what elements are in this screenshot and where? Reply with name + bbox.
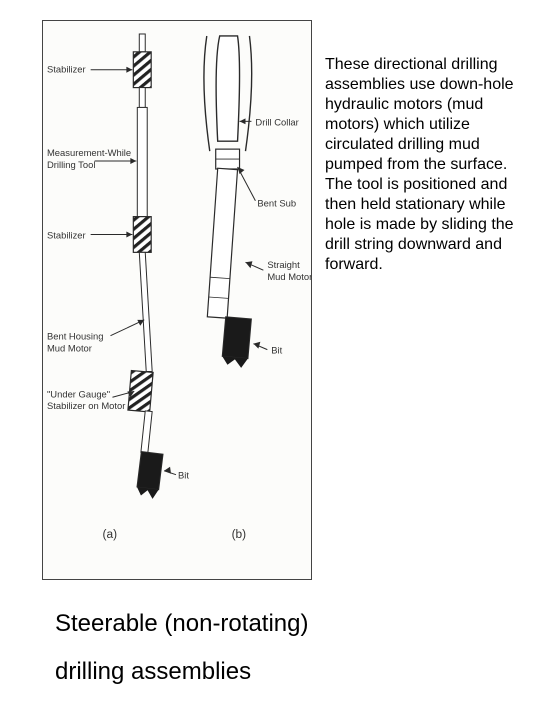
label-straight-1: Straight — [267, 259, 300, 270]
label-bent-housing-1: Bent Housing — [47, 331, 103, 342]
label-undergauge-2: Stabilizer on Motor — [47, 400, 125, 411]
label-drill-collar: Drill Collar — [255, 116, 298, 127]
label-straight-2: Mud Motor — [267, 271, 311, 282]
page-title: Steerable (non-rotating) drilling assemb… — [55, 610, 308, 706]
label-undergauge-1: "Under Gauge" — [47, 388, 110, 399]
title-line-2: drilling assemblies — [55, 658, 308, 686]
label-bent-sub: Bent Sub — [257, 198, 296, 209]
description-text: These directional drilling assemblies us… — [325, 55, 525, 275]
diagram-frame: Stabilizer Measurement-While Drilling To… — [42, 20, 312, 580]
title-line-1: Steerable (non-rotating) — [55, 610, 308, 638]
panel-id-a: (a) — [103, 527, 118, 541]
label-mwd-1: Measurement-While — [47, 147, 131, 158]
panel-id-b: (b) — [232, 527, 247, 541]
label-stabilizer-top: Stabilizer — [47, 64, 86, 75]
label-bit-a: Bit — [178, 470, 189, 481]
page-root: Stabilizer Measurement-While Drilling To… — [0, 0, 540, 720]
label-bent-housing-2: Mud Motor — [47, 343, 92, 354]
drilling-diagram: Stabilizer Measurement-While Drilling To… — [43, 21, 311, 579]
label-stabilizer-mid: Stabilizer — [47, 229, 86, 240]
label-mwd-2: Drilling Tool — [47, 159, 95, 170]
label-bit-b: Bit — [271, 345, 282, 356]
